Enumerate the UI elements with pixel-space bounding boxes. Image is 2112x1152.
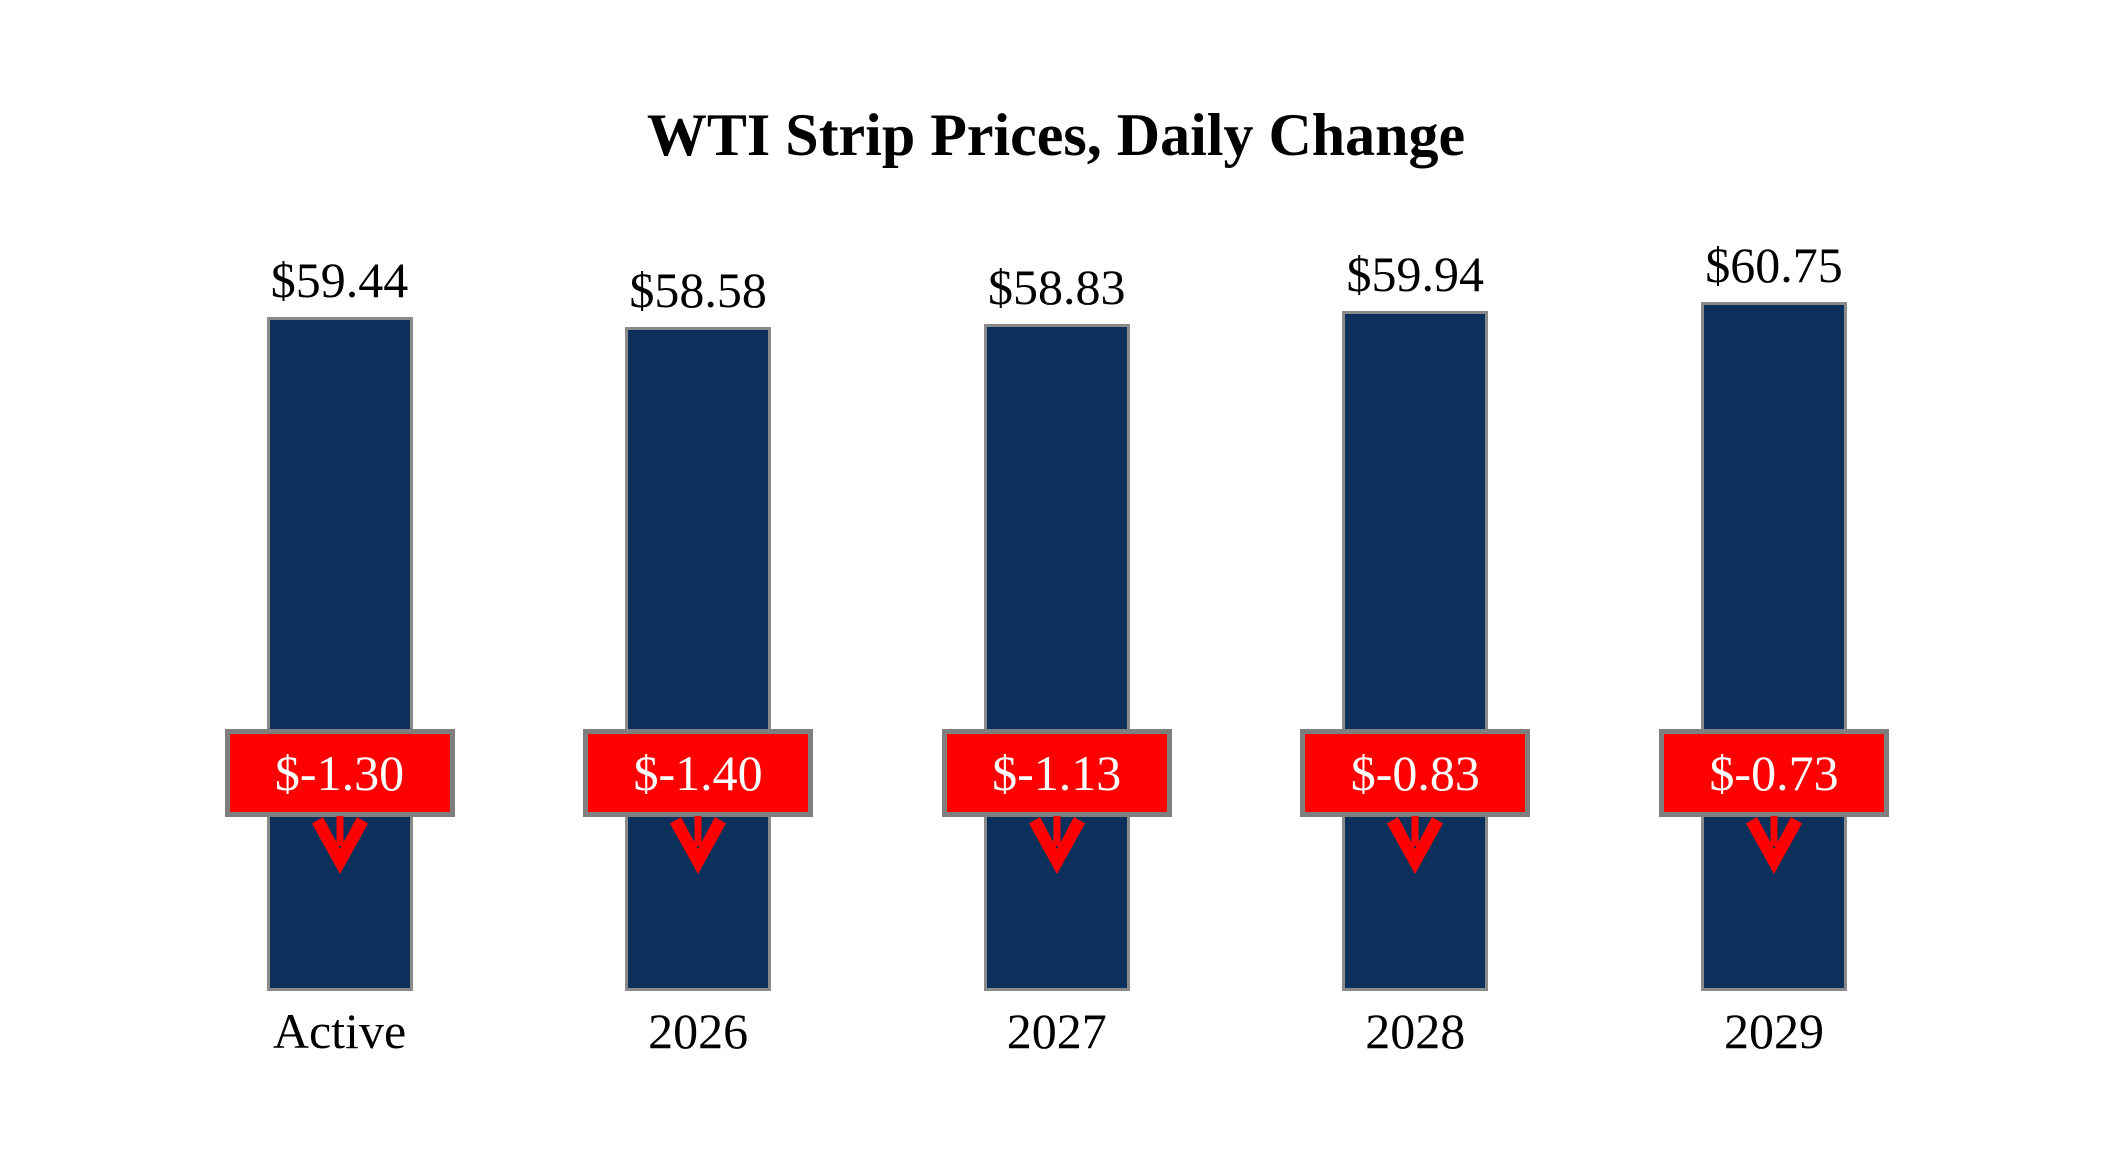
bar-group: $58.58 $-1.40 2026 xyxy=(518,0,878,1152)
daily-change-badge: $-1.30 xyxy=(224,729,455,817)
price-label: $58.83 xyxy=(987,259,1126,315)
category-label: 2026 xyxy=(648,1003,749,1059)
price-bar xyxy=(625,327,772,991)
daily-change-value: $-0.83 xyxy=(1350,745,1480,801)
daily-change-badge: $-0.73 xyxy=(1659,729,1889,817)
down-arrow-icon xyxy=(1387,816,1444,874)
category-label: 2029 xyxy=(1724,1003,1824,1059)
daily-change-value: $-1.30 xyxy=(274,745,405,801)
price-label: $59.94 xyxy=(1346,246,1485,302)
category-label: 2028 xyxy=(1365,1003,1466,1059)
bar-group: $58.83 $-1.13 2027 xyxy=(877,0,1237,1152)
down-arrow-icon xyxy=(311,816,368,874)
bar-group: $59.44 $-1.30 Active xyxy=(160,0,520,1152)
category-label: 2027 xyxy=(1006,1003,1107,1059)
down-arrow-icon xyxy=(1746,816,1802,874)
daily-change-value: $-1.13 xyxy=(992,745,1122,801)
price-label: $59.44 xyxy=(270,252,409,308)
price-label: $60.75 xyxy=(1705,237,1843,293)
chart-title: WTI Strip Prices, Daily Change xyxy=(646,102,1466,168)
daily-change-badge: $-0.83 xyxy=(1300,729,1531,817)
price-bar xyxy=(1342,311,1489,991)
price-bar xyxy=(983,324,1130,991)
price-bar xyxy=(266,317,413,991)
price-bar xyxy=(1701,302,1847,991)
category-label: Active xyxy=(272,1003,407,1059)
daily-change-badge: $-1.40 xyxy=(583,729,814,817)
daily-change-badge: $-1.13 xyxy=(941,729,1172,817)
down-arrow-icon xyxy=(670,816,727,874)
daily-change-value: $-0.73 xyxy=(1709,745,1839,801)
daily-change-value: $-1.40 xyxy=(633,745,763,801)
bar-group: $59.94 $-0.83 2028 xyxy=(1235,0,1595,1152)
down-arrow-icon xyxy=(1028,816,1085,874)
price-label: $58.58 xyxy=(629,262,767,318)
bar-group: $60.75 $-0.73 2029 xyxy=(1594,0,1954,1152)
